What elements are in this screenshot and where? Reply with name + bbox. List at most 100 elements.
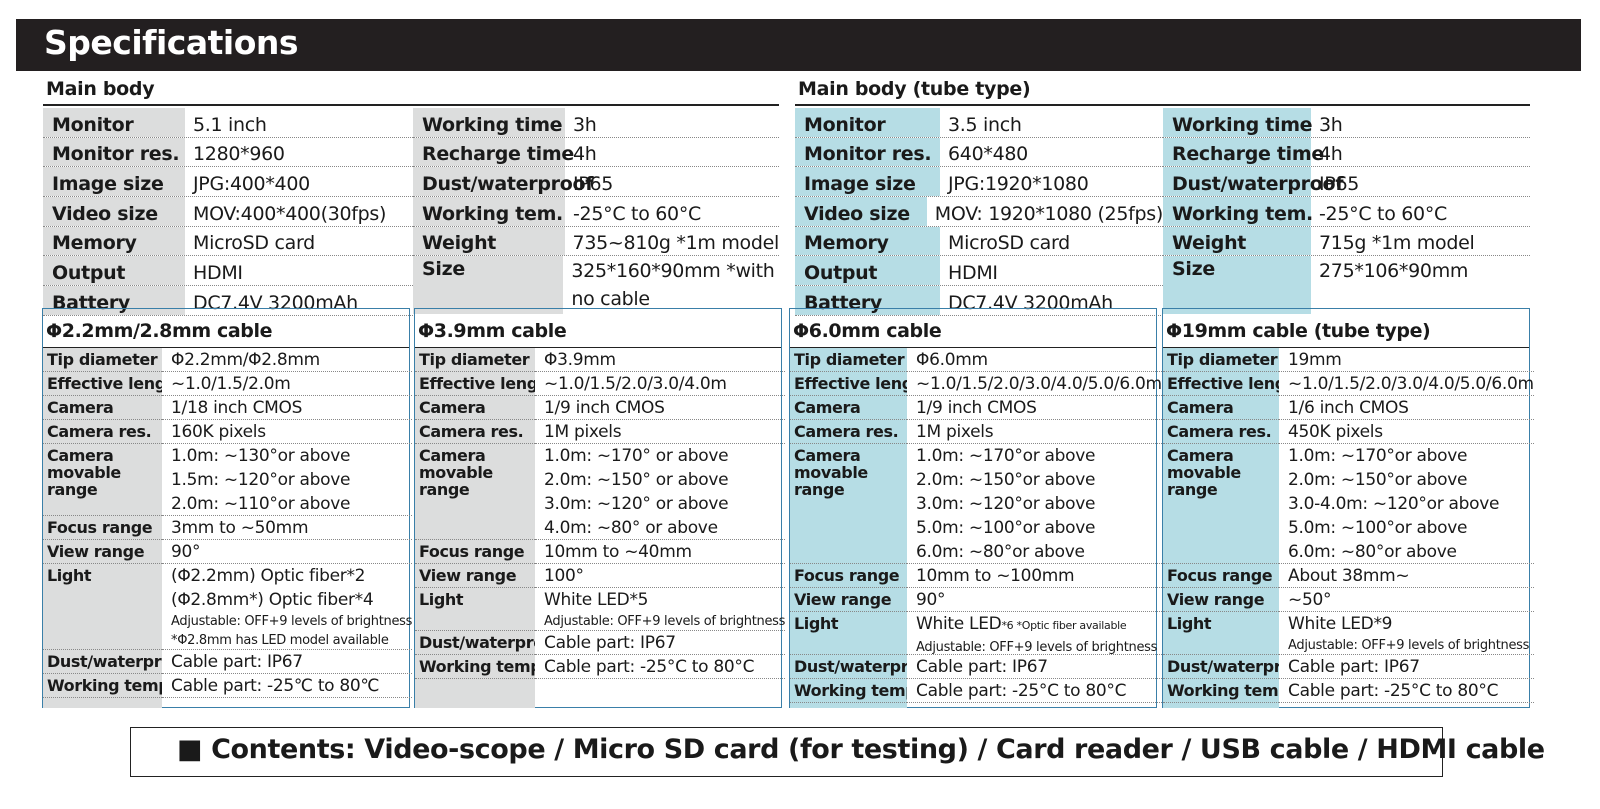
value-line: 10mm to ~40mm xyxy=(544,540,785,563)
cable-value-column: 19mm ~1.0/1.5/2.0/3.0/4.0/5.0/6.0m 1/6 inc… xyxy=(1279,348,1534,708)
spec-label: Working tem. xyxy=(413,197,565,226)
cable-spec-value: Φ3.9mm xyxy=(535,348,786,372)
label-line: range xyxy=(419,480,470,499)
value-line: Φ2.2mm/Φ2.8mm xyxy=(171,348,412,371)
cable-spec-label-camera-movable-range: Camera movable range xyxy=(1163,444,1279,564)
cable-spec-value: Cable part: -25°C to 80°C xyxy=(907,679,1162,703)
spec-value: -25°C to 60°C xyxy=(1319,202,1447,225)
cable-spec-value: 1.0m: ~170°or above 2.0m: ~150°or above 3.… xyxy=(907,444,1162,564)
cable-spec-value: 19mm xyxy=(1279,348,1534,372)
cable-spec-label-dust-waterproof: Dust/waterproof xyxy=(415,631,535,655)
spec-value: MicroSD card xyxy=(193,232,315,255)
label-line: Camera xyxy=(1167,398,1234,417)
cable-spec-label-working-temp: Working temp xyxy=(1163,679,1279,703)
cable-title: Φ19mm cable (tube type) xyxy=(1163,309,1529,348)
cable-spec-label-camera-res: Camera res. xyxy=(1163,420,1279,444)
label-line: Effective length xyxy=(794,374,907,393)
main-body-tube-right-table: Working time 3h Recharge time 4h Dust/waterp… xyxy=(1163,108,1530,316)
label-line: Dust/waterproof xyxy=(419,633,535,652)
spec-label: Monitor res. xyxy=(795,137,940,167)
cable-spec-value: Cable part: -25°C to 80°C xyxy=(1279,679,1534,703)
cable-spec-label-camera: Camera xyxy=(790,396,907,420)
cable-spec-label-tip-diameter: Tip diameter xyxy=(790,348,907,372)
value-text: Adjustable: OFF+9 levels of brightness xyxy=(916,640,1158,655)
page-title: Specifications xyxy=(44,23,299,62)
label-line: Camera xyxy=(419,446,486,465)
value-line: Cable part: -25°C to 80°C xyxy=(916,679,1162,702)
main-body-left-table: Monitor 5.1 inch Monitor res. 1280*960 Image… xyxy=(43,108,413,316)
cable-spec-value: White LED*5 Adjustable: OFF+9 levels of b… xyxy=(535,588,786,631)
cable-spec-value: 10mm to ~40mm xyxy=(535,540,786,564)
spec-value: 4h xyxy=(1319,143,1343,166)
label-line: Camera xyxy=(47,446,114,465)
value-text: 1/6 inch CMOS xyxy=(1288,398,1409,418)
spec-row-size: Size 275*106*90mm xyxy=(1163,256,1530,314)
value-text: 10mm to ~100mm xyxy=(916,566,1075,586)
value-line: 450K pixels xyxy=(1288,420,1534,443)
label-line: movable xyxy=(419,463,493,482)
spec-label: Memory xyxy=(795,226,940,256)
label-line: movable xyxy=(794,463,868,482)
cable-spec-value: Cable part: IP67 xyxy=(907,655,1162,679)
spec-label: Monitor res. xyxy=(43,137,185,167)
main-body-tube-title: Main body (tube type) xyxy=(795,78,1530,106)
value-line: 90° xyxy=(171,540,412,563)
label-line: View range xyxy=(47,542,145,561)
value-line: 3.0m: ~120° or above xyxy=(544,492,785,516)
cable-spec-label-focus-range: Focus range xyxy=(1163,564,1279,588)
value-line: 2.0m: ~150°or above xyxy=(916,468,1162,492)
cable-spec-label-camera-res: Camera res. xyxy=(43,420,162,444)
cable-spec-label-camera-movable-range: Camera movable range xyxy=(790,444,907,564)
label-line: movable xyxy=(1167,463,1241,482)
label-line: Camera res. xyxy=(47,422,152,441)
value-text: ~1.0/1.5/2.0/3.0/4.0m xyxy=(544,374,727,394)
spec-label: Recharge time xyxy=(413,137,574,167)
cable-spec-value: 10mm to ~100mm xyxy=(907,564,1162,588)
cable-box-19mm: Φ19mm cable (tube type) Tip diameter Effec… xyxy=(1162,308,1534,708)
label-line: Camera res. xyxy=(1167,422,1272,441)
spec-row-output: Output HDMI xyxy=(43,256,413,287)
value-line: White LED*6 *Optic fiber available xyxy=(916,612,1162,638)
spec-row-recharge-time: Recharge time 4h xyxy=(1163,137,1530,168)
value-text: 4.0m: ~80° or above xyxy=(544,518,718,538)
value-line: 1/18 inch CMOS xyxy=(171,396,412,419)
spec-label: Weight xyxy=(1163,226,1311,256)
label-line: Camera xyxy=(47,398,114,417)
spec-row-memory: Memory MicroSD card xyxy=(43,226,413,257)
label-line: Focus range xyxy=(1167,566,1273,585)
cable-spec-value: 100° xyxy=(535,564,786,588)
value-line: 1.0m: ~170° or above xyxy=(544,444,785,468)
value-line: 1M pixels xyxy=(916,420,1162,443)
cable-spec-value: 1/18 inch CMOS xyxy=(162,396,413,420)
label-line: Working temp xyxy=(794,681,907,700)
cable-spec-label-view-range: View range xyxy=(790,588,907,612)
value-line: White LED*5 xyxy=(544,588,785,612)
specifications-header: Specifications xyxy=(16,19,1581,71)
spec-row-output: Output HDMI xyxy=(795,256,1163,287)
label-line: Camera res. xyxy=(419,422,524,441)
spec-value: -25°C to 60°C xyxy=(573,202,701,225)
cable-spec-label-view-range: View range xyxy=(43,540,162,564)
contents-box: ■ Contents: Video-scope / Micro SD card … xyxy=(130,727,1545,777)
spec-row-weight: Weight 715g *1m model xyxy=(1163,226,1530,257)
label-line: Camera xyxy=(419,398,486,417)
label-line: Effective length xyxy=(47,374,162,393)
value-line: (Φ2.2mm) Optic fiber*2 xyxy=(171,564,412,588)
value-line: 90° xyxy=(916,588,1162,611)
cable-spec-value: 1/9 inch CMOS xyxy=(907,396,1162,420)
cable-spec-value: 1/6 inch CMOS xyxy=(1279,396,1534,420)
label-line: Dust/waterproof xyxy=(794,657,907,676)
spec-label: Video size xyxy=(795,197,927,226)
cable-spec-value: 1M pixels xyxy=(535,420,786,444)
cable-spec-value: Cable part: -25℃ to 80℃ xyxy=(162,674,413,698)
cable-title: Φ2.2mm/2.8mm cable xyxy=(43,309,409,348)
cable-spec-label-focus-range: Focus range xyxy=(790,564,907,588)
spec-value: JPG:1920*1080 xyxy=(948,173,1089,196)
value-text: 1/9 inch CMOS xyxy=(544,398,665,418)
value-line: 3.0m: ~120°or above xyxy=(916,492,1162,516)
value-text: ~1.0/1.5/2.0/3.0/4.0/5.0/6.0m xyxy=(916,374,1162,394)
spec-value: 3h xyxy=(573,113,597,136)
cable-spec-label-light: Light xyxy=(1163,612,1279,655)
spec-label: Monitor xyxy=(795,108,940,137)
spec-row-memory: Memory MicroSD card xyxy=(795,226,1163,257)
